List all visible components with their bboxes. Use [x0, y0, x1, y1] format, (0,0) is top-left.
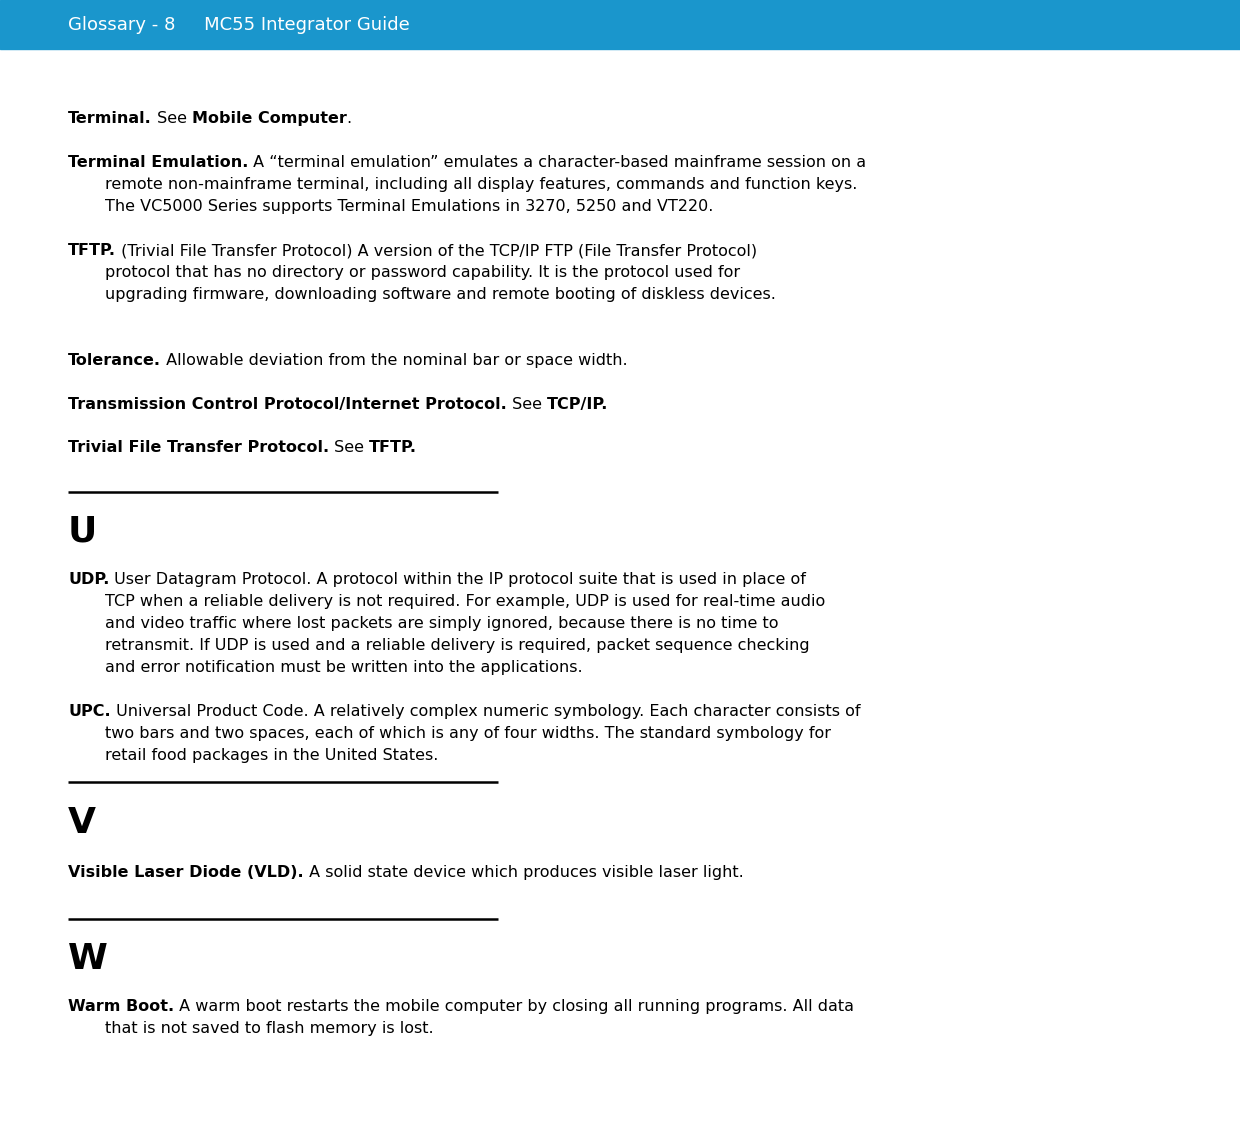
- Text: A solid state device which produces visible laser light.: A solid state device which produces visi…: [304, 864, 743, 880]
- Text: retail food packages in the United States.: retail food packages in the United State…: [105, 748, 439, 763]
- Text: A warm boot restarts the mobile computer by closing all running programs. All da: A warm boot restarts the mobile computer…: [174, 999, 854, 1014]
- Text: remote non-mainframe terminal, including all display features, commands and func: remote non-mainframe terminal, including…: [105, 177, 857, 192]
- Text: TCP/IP.: TCP/IP.: [547, 397, 609, 412]
- Text: that is not saved to flash memory is lost.: that is not saved to flash memory is los…: [105, 1021, 434, 1036]
- Text: UPC.: UPC.: [68, 703, 110, 719]
- Text: UDP.: UDP.: [68, 572, 109, 587]
- Text: TFTP.: TFTP.: [68, 243, 117, 258]
- Text: See: See: [151, 111, 192, 126]
- Text: A “terminal emulation” emulates a character-based mainframe session on a: A “terminal emulation” emulates a charac…: [248, 155, 867, 170]
- Text: upgrading firmware, downloading software and remote booting of diskless devices.: upgrading firmware, downloading software…: [105, 287, 776, 301]
- Text: Terminal Emulation.: Terminal Emulation.: [68, 155, 248, 170]
- Text: TFTP.: TFTP.: [370, 440, 417, 455]
- Text: Mobile Computer: Mobile Computer: [192, 111, 347, 126]
- Text: retransmit. If UDP is used and a reliable delivery is required, packet sequence : retransmit. If UDP is used and a reliabl…: [105, 638, 810, 653]
- Text: See: See: [507, 397, 547, 412]
- Text: See: See: [329, 440, 370, 455]
- Text: Universal Product Code. A relatively complex numeric symbology. Each character c: Universal Product Code. A relatively com…: [110, 703, 861, 719]
- Text: Transmission Control Protocol/Internet Protocol.: Transmission Control Protocol/Internet P…: [68, 397, 507, 412]
- Text: .: .: [347, 111, 352, 126]
- Text: Warm Boot.: Warm Boot.: [68, 999, 174, 1014]
- Text: Terminal.: Terminal.: [68, 111, 151, 126]
- Text: Trivial File Transfer Protocol.: Trivial File Transfer Protocol.: [68, 440, 329, 455]
- Text: Tolerance.: Tolerance.: [68, 353, 161, 368]
- Text: The VC5000 Series supports Terminal Emulations in 3270, 5250 and VT220.: The VC5000 Series supports Terminal Emul…: [105, 199, 713, 214]
- Text: V: V: [68, 806, 95, 841]
- Text: (Trivial File Transfer Protocol) A version of the TCP/IP FTP (File Transfer Prot: (Trivial File Transfer Protocol) A versi…: [117, 243, 758, 258]
- Text: protocol that has no directory or password capability. It is the protocol used f: protocol that has no directory or passwo…: [105, 265, 740, 280]
- Text: and video traffic where lost packets are simply ignored, because there is no tim: and video traffic where lost packets are…: [105, 616, 779, 632]
- Bar: [0, 0, 1240, 49]
- Text: Glossary - 8     MC55 Integrator Guide: Glossary - 8 MC55 Integrator Guide: [68, 16, 409, 33]
- Text: two bars and two spaces, each of which is any of four widths. The standard symbo: two bars and two spaces, each of which i…: [105, 726, 831, 741]
- Text: W: W: [68, 942, 108, 976]
- Text: U: U: [68, 514, 98, 548]
- Text: TCP when a reliable delivery is not required. For example, UDP is used for real-: TCP when a reliable delivery is not requ…: [105, 594, 826, 609]
- Text: Visible Laser Diode (VLD).: Visible Laser Diode (VLD).: [68, 864, 304, 880]
- Text: and error notification must be written into the applications.: and error notification must be written i…: [105, 660, 583, 675]
- Text: User Datagram Protocol. A protocol within the IP protocol suite that is used in : User Datagram Protocol. A protocol withi…: [109, 572, 806, 587]
- Text: Allowable deviation from the nominal bar or space width.: Allowable deviation from the nominal bar…: [161, 353, 627, 368]
